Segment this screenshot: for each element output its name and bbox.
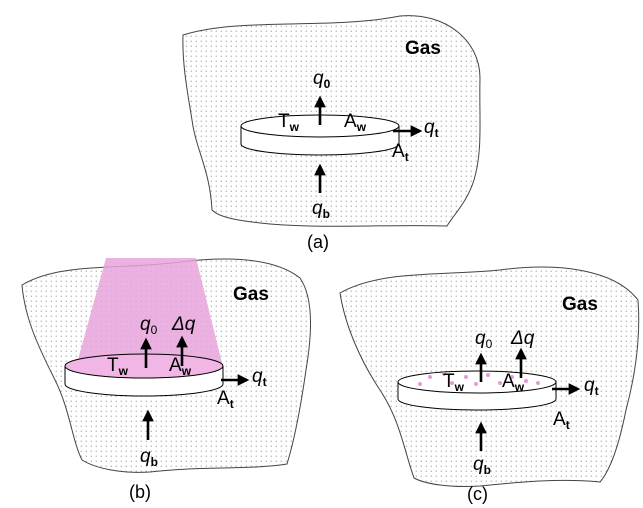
gas-label-a: Gas (405, 38, 441, 59)
panel-b: Gas q0 Δq Tw Aw qt At qb (b) (21, 258, 311, 502)
at-label-c: At (553, 409, 570, 432)
wafer-disk-c (397, 370, 557, 411)
wafer-disk-b (64, 353, 224, 397)
q0-label-c: q0 (475, 328, 493, 351)
hot-spots-c (418, 372, 540, 386)
gas-label-b: Gas (233, 284, 269, 305)
qb-label-c: qb (473, 454, 491, 477)
panel-c: Gas q0 Δq Tw Aw qt At qb (c) (339, 266, 640, 504)
dq-label-b: Δq (171, 314, 196, 335)
heated-surface-b (64, 353, 224, 379)
q0-label-b: q0 (140, 314, 158, 337)
tw-label-b: Tw (107, 355, 129, 378)
q0-label-a: q0 (313, 68, 331, 91)
qb-label-a: qb (312, 198, 330, 221)
at-label-a: At (392, 141, 409, 164)
aw-label-a: Aw (344, 111, 367, 134)
qt-label-b: qt (252, 366, 267, 389)
qb-label-b: qb (140, 446, 158, 469)
caption-b: (b) (129, 482, 151, 502)
tw-label-c: Tw (443, 371, 465, 394)
aw-label-c: Aw (502, 371, 525, 394)
caption-c: (c) (467, 484, 488, 504)
panel-a: Gas q0 Tw Aw qt At qb (a) (182, 15, 481, 252)
qt-label-a: qt (424, 117, 439, 140)
qt-label-c: qt (584, 375, 599, 398)
gas-label-c: Gas (562, 294, 598, 315)
at-label-b: At (217, 388, 234, 411)
caption-a: (a) (307, 232, 329, 252)
aw-label-b: Aw (169, 355, 192, 378)
wafer-disk-a (240, 114, 400, 156)
dq-label-c: Δq (510, 328, 535, 349)
tw-label-a: Tw (278, 111, 300, 134)
